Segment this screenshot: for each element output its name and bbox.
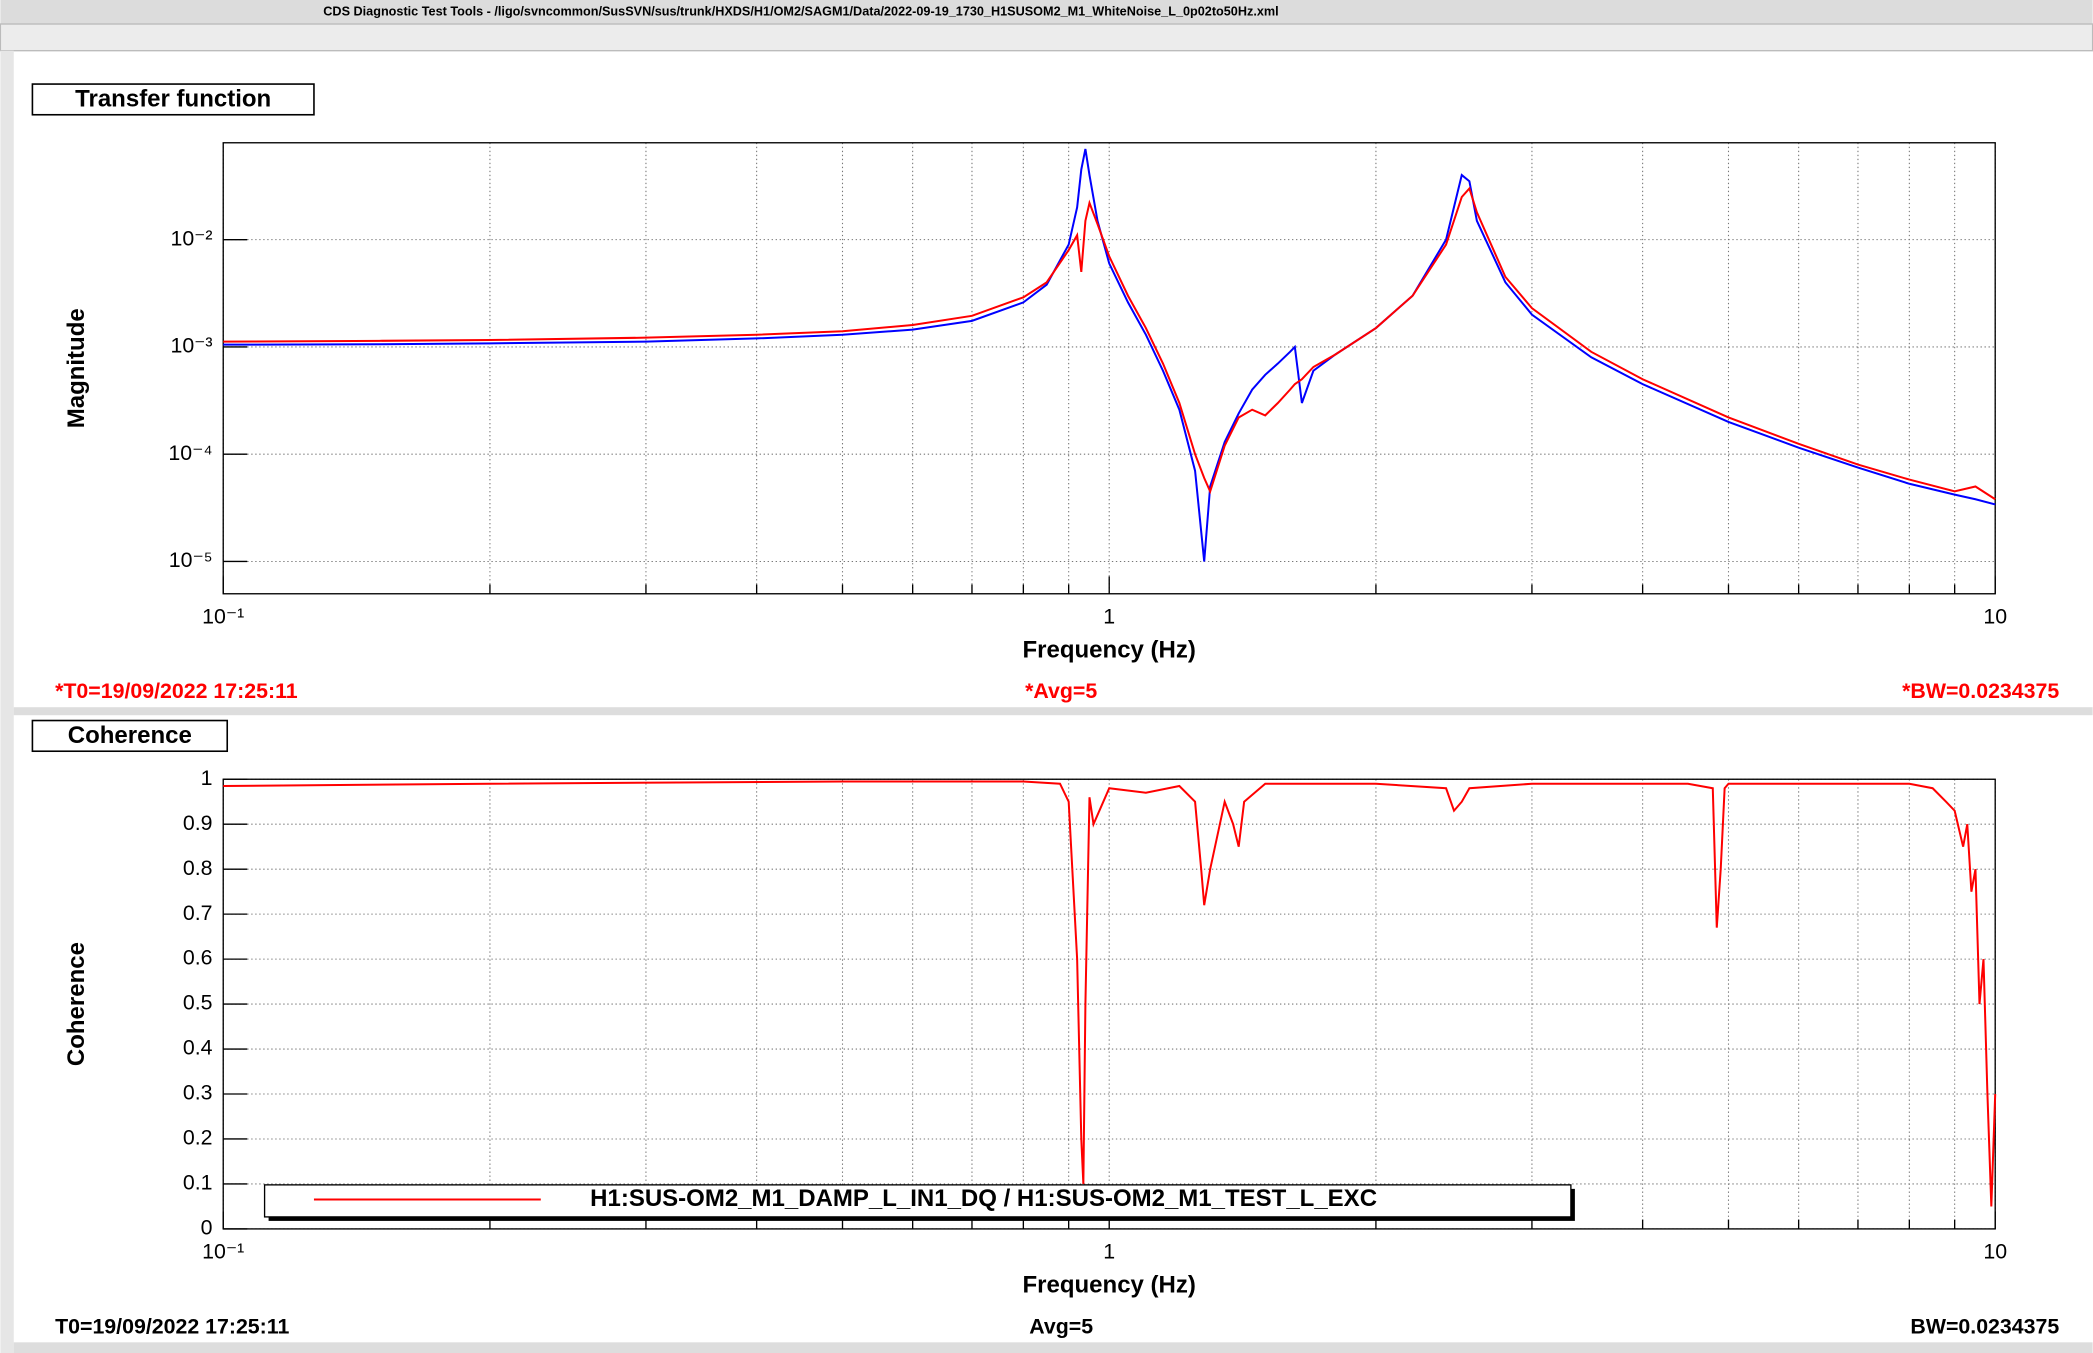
footer-avg: Avg=5 [1029, 1314, 1093, 1338]
footer-bw: *BW=0.0234375 [1902, 679, 2059, 703]
plot-frame [222, 778, 1996, 1230]
x-tick-label: 10 [1983, 604, 2007, 628]
x-tick-label: 1 [1103, 604, 1115, 628]
y-tick-label: 0.7 [183, 901, 213, 925]
y-tick-label: 10⁻⁵ [169, 548, 213, 572]
y-tick-label: 0.9 [183, 811, 213, 835]
y-tick-label: 1 [201, 766, 213, 790]
footer-bw: BW=0.0234375 [1910, 1314, 2059, 1338]
y-tick-label: 0.1 [183, 1171, 213, 1195]
y-tick-label: 10⁻³ [170, 334, 212, 358]
x-tick-label: 10⁻¹ [202, 604, 244, 628]
series-line [223, 780, 1997, 1207]
footer-t0: *T0=19/09/2022 17:25:11 [55, 679, 298, 703]
chart-title: Coherence [68, 722, 192, 749]
legend-box [263, 1184, 1572, 1218]
footer-avg: *Avg=5 [1025, 679, 1097, 703]
series-line [223, 148, 1996, 562]
status-strip [13, 1342, 2093, 1353]
legend-label: H1:SUS-OM2_M1_DAMP_L_IN1_DQ / H1:SUS-OM2… [590, 1185, 1377, 1212]
title-box [31, 719, 229, 753]
y-tick-label: 0.2 [183, 1126, 213, 1150]
y-tick-label: 10⁻² [170, 226, 212, 250]
y-tick-label: 0.5 [183, 991, 213, 1015]
chart-title: Transfer function [75, 85, 271, 112]
plot-area [223, 142, 1996, 594]
plot-frame [222, 142, 1996, 595]
x-axis-label: Frequency (Hz) [1023, 636, 1196, 663]
footer-t0: T0=19/09/2022 17:25:11 [55, 1314, 289, 1338]
y-axis-label: Magnitude [63, 308, 90, 428]
y-tick-label: 0.3 [183, 1081, 213, 1105]
window-title: CDS Diagnostic Test Tools - /ligo/svncom… [323, 4, 1278, 18]
toolbar [0, 23, 2093, 52]
title-box [31, 83, 315, 116]
y-tick-label: 0.6 [183, 946, 213, 970]
y-axis-label: Coherence [63, 942, 90, 1066]
y-tick-label: 0.8 [183, 856, 213, 880]
series-line [223, 186, 1996, 501]
x-tick-label: 1 [1103, 1240, 1115, 1264]
y-tick-label: 0 [201, 1216, 213, 1240]
panel-separator [13, 707, 2093, 716]
y-tick-label: 0.4 [183, 1036, 213, 1060]
side-strip [0, 50, 14, 1353]
x-tick-label: 10⁻¹ [202, 1240, 244, 1264]
x-axis-label: Frequency (Hz) [1023, 1272, 1196, 1299]
title-bar [0, 0, 2093, 25]
x-tick-label: 10 [1983, 1240, 2007, 1264]
y-tick-label: 10⁻⁴ [168, 441, 212, 465]
